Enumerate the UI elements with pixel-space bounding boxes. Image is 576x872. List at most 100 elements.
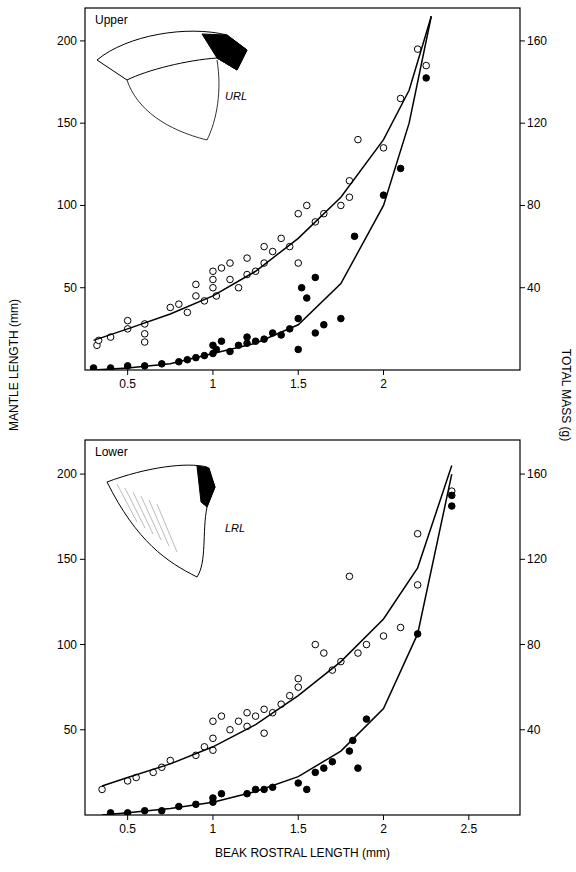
mass-point [448,503,455,510]
mantle-point [295,675,302,682]
mass-point [298,284,305,291]
mass-point [351,233,358,240]
x-tick [383,370,384,375]
beak-drawing [107,465,215,577]
y2-tick-label: 120 [527,116,547,130]
x-tick [298,815,299,820]
chart-figure: 0.511.52501001502004080120160UpperURL0.5… [0,0,576,872]
mantle-point [295,684,302,691]
mass-point [312,274,319,281]
y-axis-title: MANTLE LENGTH (mm) [7,299,21,431]
mantle-point [210,276,217,283]
mantle-point [380,633,387,640]
mantle-point [176,301,183,308]
rostrum-shade [202,34,247,70]
beak-hatch [149,500,169,546]
beak-drawing [97,31,247,80]
y-tick-label: 100 [57,638,77,652]
y-tick [80,559,85,560]
x-tick-label: 0.5 [119,377,136,391]
mantle-point [414,530,421,537]
beak-hatch [125,488,145,528]
fit-curve [102,466,452,786]
mantle-point [312,641,319,648]
mantle-point [235,718,242,725]
mass-point [244,334,251,341]
mass-point [303,295,310,302]
y-tick [80,205,85,206]
mantle-point [141,339,148,346]
mass-point [295,315,302,322]
y2-tick [520,40,525,41]
mass-point [346,748,353,755]
x-tick [468,815,469,820]
y2-tick-label: 40 [527,723,541,737]
mantle-point [124,317,131,324]
mass-point [329,758,336,765]
y2-tick-label: 120 [527,552,547,566]
data-group [90,16,431,370]
mantle-point [380,145,387,152]
y2-tick [520,559,525,560]
x-tick [383,815,384,820]
mantle-point [141,331,148,338]
mantle-point [167,304,174,311]
y-tick-label: 200 [57,34,77,48]
panel-label: Upper [95,13,128,27]
mantle-point [252,713,259,720]
mass-point [312,769,319,776]
y-tick [80,474,85,475]
x-tick-label: 1.5 [290,377,307,391]
y-tick-label: 50 [64,281,78,295]
y2-tick-label: 160 [527,34,547,48]
mass-point [397,165,404,172]
y-tick-label: 50 [64,723,78,737]
mantle-point [227,260,234,267]
mantle-point [244,709,251,716]
mantle-point [210,284,217,291]
mantle-point [295,210,302,217]
x-tick-label: 2.5 [460,822,477,836]
mantle-point [363,641,370,648]
mantle-point [99,786,106,793]
mass-point [218,790,225,797]
mantle-point [261,243,268,250]
mass-point [355,765,362,772]
fit-curve [94,16,432,370]
mantle-point [218,713,225,720]
mantle-point [414,582,421,589]
beak-hatch [133,492,153,534]
mantle-point [210,268,217,275]
mantle-point [338,202,345,209]
mantle-point [261,706,268,713]
y2-axis-title: TOTAL MASS (g) [559,349,573,441]
beak-hatch [141,496,161,540]
y-tick [80,40,85,41]
mass-point [321,321,328,328]
y-tick [80,644,85,645]
y2-tick [520,474,525,475]
mantle-point [235,284,242,291]
mantle-point [321,650,328,657]
y2-tick [520,205,525,206]
mantle-point [210,718,217,725]
x-tick-label: 1.5 [290,822,307,836]
mantle-point [423,62,430,69]
y-tick-label: 100 [57,198,77,212]
mass-point [303,786,310,793]
y-tick [80,729,85,730]
mantle-point [193,293,200,300]
mantle-point [414,46,421,53]
y2-tick-label: 40 [527,281,541,295]
rostrum-shade [197,466,215,507]
y2-tick-label: 80 [527,198,541,212]
mantle-point [244,255,251,262]
mantle-point [303,202,310,209]
mantle-point [193,281,200,288]
fit-curve [102,474,452,815]
mantle-point [346,194,353,201]
mass-point [295,346,302,353]
mantle-point [355,136,362,143]
y-tick-label: 200 [57,467,77,481]
mass-point [448,492,455,499]
